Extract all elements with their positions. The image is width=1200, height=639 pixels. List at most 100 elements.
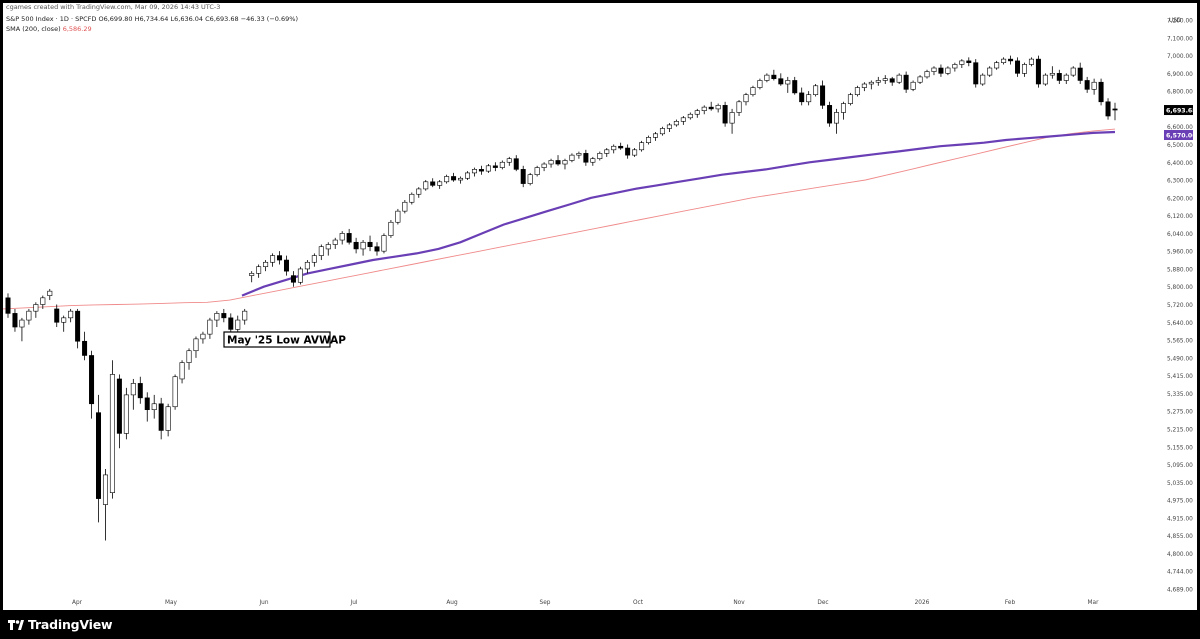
down-candle	[1008, 55, 1014, 65]
tradingview-brand[interactable]: TradingView	[28, 617, 113, 632]
up-candle	[1091, 78, 1097, 95]
candle-body	[485, 165, 491, 172]
down-candle	[583, 149, 589, 166]
x-tick-label: Mar	[1088, 600, 1100, 606]
y-tick-label: 5,335.00	[1167, 392, 1193, 398]
candle-body	[513, 158, 519, 170]
candle-body	[1001, 58, 1007, 63]
up-candle	[409, 192, 415, 205]
y-tick-label: 6,900.00	[1167, 72, 1193, 78]
candle-body	[221, 313, 227, 319]
candle-body	[290, 275, 296, 283]
candle-body	[931, 67, 937, 72]
candle-body	[847, 94, 853, 104]
sma-legend-value: 6,586.29	[62, 25, 92, 33]
candle-body	[1021, 64, 1027, 74]
candle-body	[555, 160, 561, 165]
x-tick-label: Apr	[72, 600, 83, 606]
candle-body	[750, 87, 756, 95]
chart-frame	[3, 3, 1197, 610]
down-candle	[367, 235, 373, 252]
y-tick-label: 5,155.00	[1167, 445, 1193, 451]
candle-body	[896, 74, 902, 83]
up-candle	[68, 308, 74, 323]
candle-body	[722, 105, 728, 124]
up-candle	[854, 85, 860, 97]
candle-body	[764, 74, 770, 81]
price-chart[interactable]: May '25 Low AVWAP 7,200.00 7,100.00 7,000.…	[0, 0, 1200, 610]
avwap-line	[241, 130, 1116, 297]
up-candle	[318, 244, 324, 261]
up-candle	[200, 331, 206, 344]
candle-body	[854, 87, 860, 95]
candle-body	[1008, 58, 1014, 62]
down-candle	[708, 101, 714, 111]
up-candle	[1028, 57, 1034, 67]
up-candle	[207, 317, 213, 339]
up-candle	[646, 135, 652, 145]
up-candle	[485, 164, 491, 173]
up-candle	[840, 101, 846, 120]
candle-body	[799, 92, 805, 103]
down-candle	[430, 178, 436, 188]
x-tick-label: Feb	[1005, 600, 1016, 606]
y-tick-label: 5,880.00	[1167, 267, 1193, 273]
candle-body	[980, 74, 986, 85]
down-candle	[82, 331, 88, 361]
up-candle	[917, 75, 923, 85]
up-candle	[750, 85, 756, 97]
candle-body	[590, 158, 596, 163]
candle-body	[1063, 74, 1069, 81]
candle-body	[465, 172, 471, 179]
up-candle	[834, 108, 840, 134]
candle-body	[680, 117, 686, 122]
candle-body	[478, 169, 484, 172]
y-tick-label: 5,035.00	[1167, 481, 1193, 487]
down-candle	[792, 76, 798, 95]
candle-body	[903, 74, 909, 90]
candle-body	[172, 376, 178, 408]
candle-body	[283, 259, 289, 272]
candle-body	[820, 85, 826, 106]
up-candle	[109, 360, 115, 499]
candle-body	[959, 60, 965, 65]
down-candle	[137, 376, 143, 404]
candle-body	[687, 113, 693, 119]
down-candle	[283, 255, 289, 276]
candle-body	[597, 153, 603, 159]
x-tick-label: Dec	[817, 600, 828, 606]
candle-body	[353, 241, 359, 250]
candle-body	[256, 266, 262, 274]
up-candle	[666, 123, 672, 133]
y-tick-label: 7,000.00	[1167, 54, 1193, 60]
down-candle	[54, 304, 60, 328]
currency-label: USD	[1169, 18, 1182, 24]
y-tick-label: 7,100.00	[1167, 36, 1193, 42]
candle-body	[910, 81, 916, 90]
candle-body	[381, 235, 387, 252]
candle-body	[861, 83, 867, 88]
candle-body	[987, 67, 993, 76]
up-candle	[151, 394, 157, 419]
candle-body	[89, 355, 95, 405]
tradingview-logo-icon[interactable]	[8, 617, 24, 633]
sma-layer	[2, 128, 1116, 310]
candle-body	[1077, 67, 1083, 81]
up-candle	[861, 82, 867, 92]
candle-body	[96, 412, 102, 499]
candle-body	[1070, 67, 1076, 76]
candle-body	[882, 78, 888, 81]
up-candle	[604, 148, 610, 157]
y-tick-label: 6,600.00	[1167, 125, 1193, 131]
candle-body	[318, 246, 324, 256]
avwap-layer	[241, 130, 1116, 297]
candle-body	[1091, 81, 1097, 90]
down-candle	[492, 162, 498, 172]
candle-body	[541, 163, 547, 168]
candle-body	[1035, 58, 1041, 85]
up-candle	[186, 348, 192, 370]
candle-body	[771, 74, 777, 79]
candle-body	[1042, 74, 1048, 85]
down-candle	[520, 165, 526, 188]
candle-body	[868, 81, 874, 85]
